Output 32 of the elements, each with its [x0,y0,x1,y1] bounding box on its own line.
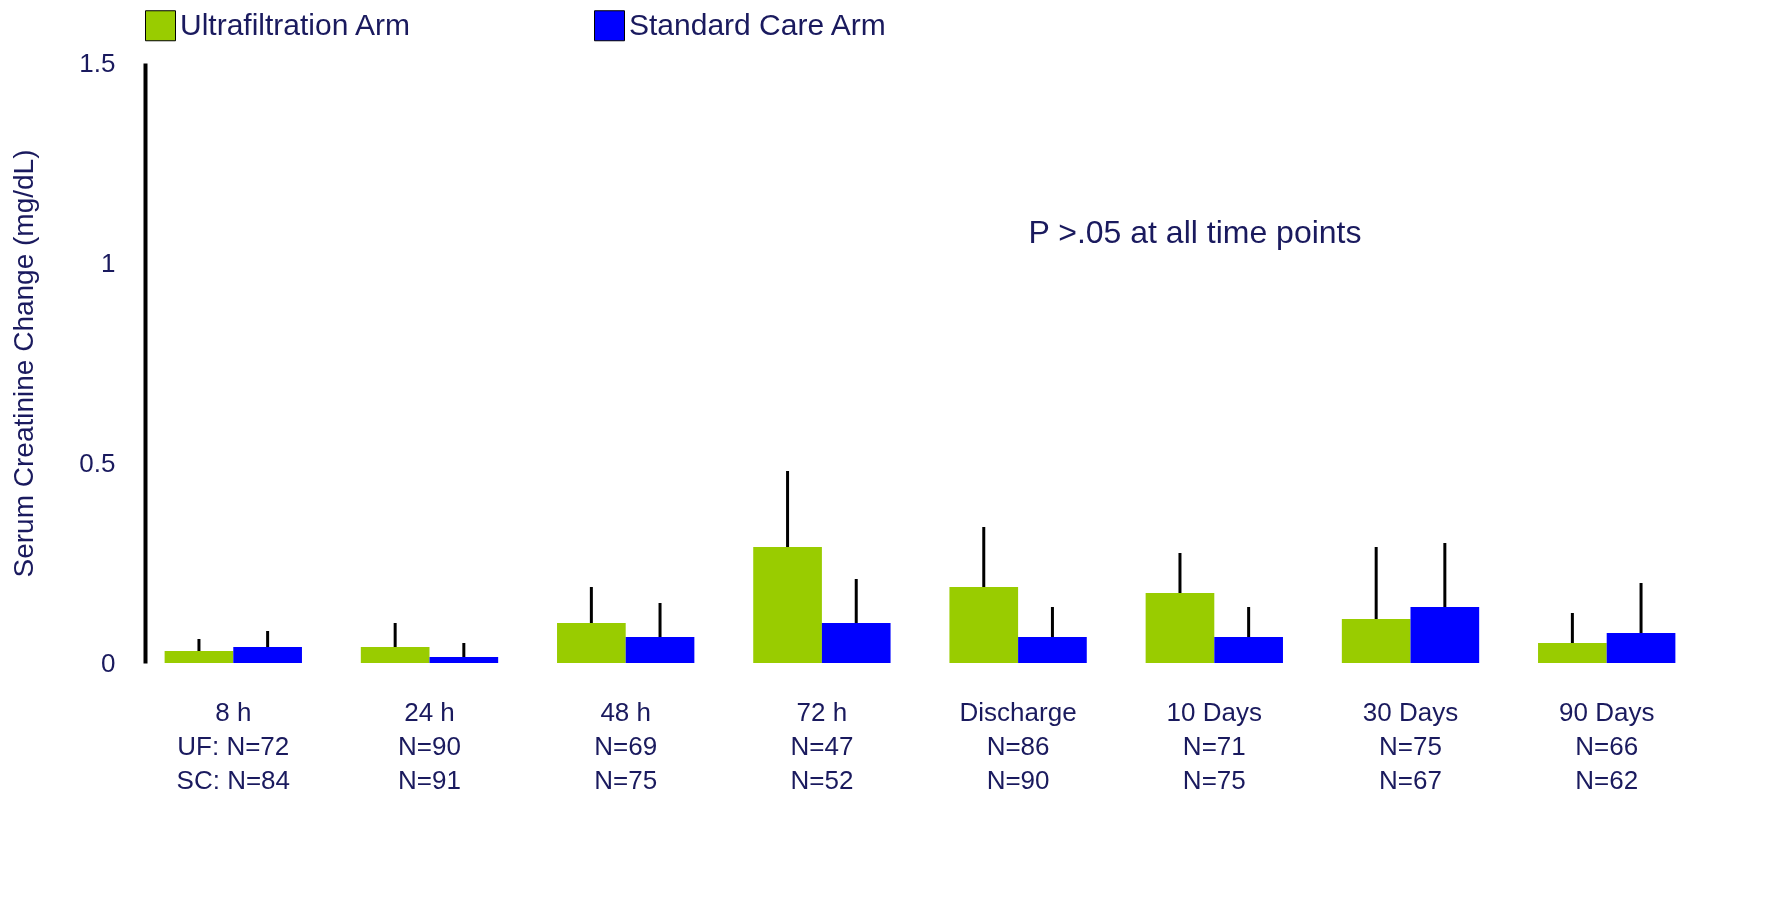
x-tick-label: 8 h UF: N=72 SC: N=84 [176,696,291,795]
y-tick-label: 0.5 [79,447,116,478]
x-tick-label: 48 h N=69 N=75 [594,696,658,795]
bar [625,637,695,663]
bar [1538,643,1607,663]
x-tick-label: 10 Days N=71 N=75 [1166,696,1262,795]
x-tick-label: Discharge N=86 N=90 [959,696,1077,795]
annotation: P >.05 at all time points [1028,214,1362,250]
bar [557,623,626,663]
bar [1410,607,1480,663]
y-tick-label: 1 [101,247,116,278]
bar [753,547,822,663]
legend-label: Ultrafiltration Arm [180,7,411,41]
bar [1214,637,1283,663]
y-tick-label: 0 [101,647,116,678]
x-tick-label: 30 Days N=75 N=67 [1362,696,1459,795]
bar [821,623,891,663]
legend-label: Standard Care Arm [629,7,886,41]
bar [1145,593,1215,663]
bar [233,647,302,663]
x-tick-label: 24 h N=90 N=91 [398,696,461,795]
bar [164,651,234,663]
bar [949,587,1019,663]
bar [1018,637,1087,663]
bar [1341,619,1411,663]
x-tick-label: 90 Days N=66 N=62 [1559,696,1655,795]
bar [360,647,430,663]
bar [429,657,499,663]
bar [1606,633,1676,663]
y-axis-title: Serum Creatinine Change (mg/dL) [8,149,40,578]
x-tick-label: 72 h N=47 N=52 [790,696,854,795]
y-tick-label: 1.5 [79,47,116,78]
